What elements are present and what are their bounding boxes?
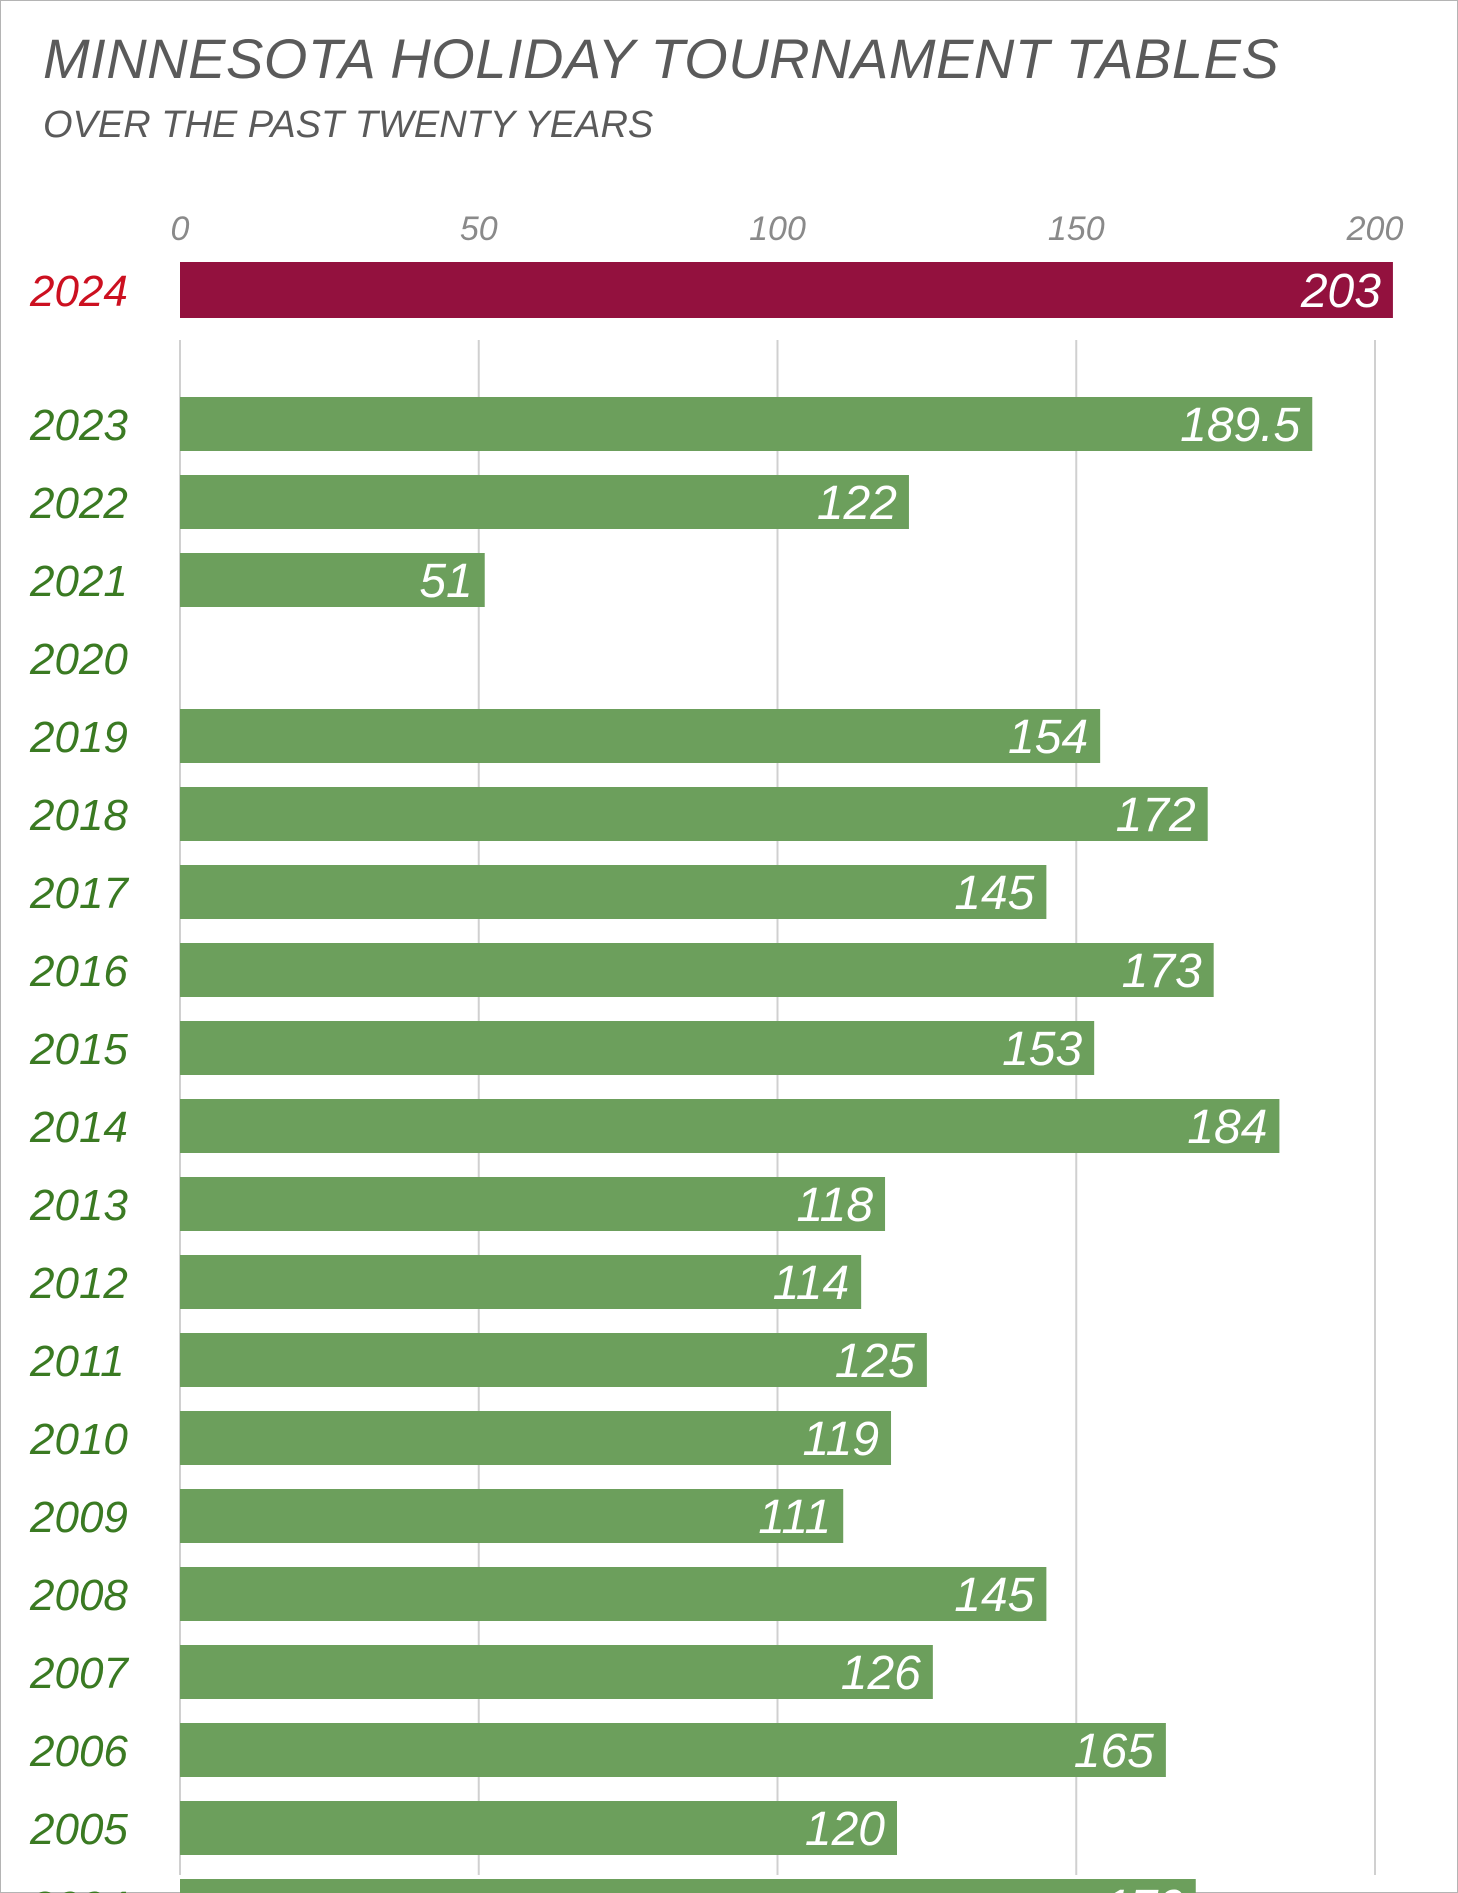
category-label: 2009 (29, 1493, 128, 1542)
category-label: 2024 (29, 267, 128, 316)
bar (180, 1801, 897, 1855)
category-label: 2016 (29, 947, 128, 996)
category-label: 2015 (29, 1025, 128, 1074)
bar-value-label: 173 (1122, 945, 1202, 998)
category-label: 2013 (29, 1181, 128, 1230)
bar (180, 709, 1101, 763)
bar-value-label: 154 (1008, 711, 1088, 764)
bar-value-label: 122 (817, 477, 897, 530)
category-label: 2022 (29, 479, 128, 528)
bar (180, 1333, 927, 1387)
bar-value-label: 125 (835, 1335, 915, 1388)
category-label: 2010 (29, 1415, 128, 1464)
bar-value-label: 51 (419, 555, 472, 608)
bar (180, 553, 485, 607)
bar (180, 1099, 1280, 1153)
category-label: 2020 (29, 635, 128, 684)
bar (180, 865, 1047, 919)
x-tick-label: 150 (1048, 210, 1105, 248)
category-label: 2018 (29, 791, 128, 840)
category-label: 2007 (29, 1649, 129, 1698)
bar-value-label: 111 (758, 1491, 831, 1544)
bar-value-label: 189.5 (1180, 399, 1300, 452)
bar-value-label: 170 (1104, 1881, 1184, 1893)
bar (180, 1645, 933, 1699)
bar (180, 1177, 886, 1231)
bar (180, 262, 1393, 318)
x-tick-label: 50 (460, 210, 498, 248)
bar (180, 1567, 1047, 1621)
bar-value-label: 203 (1300, 265, 1381, 318)
category-label: 2011 (29, 1337, 125, 1386)
category-label: 2017 (29, 869, 129, 918)
category-label: 2008 (29, 1571, 128, 1620)
bar-value-label: 114 (773, 1257, 850, 1310)
chart-subtitle: OVER THE PAST TWENTY YEARS (43, 104, 654, 146)
bar (180, 1255, 862, 1309)
category-label: 2005 (29, 1805, 128, 1854)
bar-value-label: 145 (954, 867, 1034, 920)
bar-value-label: 126 (841, 1647, 921, 1700)
chart-title: MINNESOTA HOLIDAY TOURNAMENT TABLES (43, 27, 1280, 90)
bar-value-label: 172 (1116, 789, 1196, 842)
bar (180, 1489, 844, 1543)
bar-value-label: 119 (802, 1413, 879, 1466)
bar (180, 1411, 892, 1465)
bar-value-label: 153 (1002, 1023, 1082, 1076)
bar-value-label: 184 (1187, 1101, 1267, 1154)
category-label: 2021 (29, 557, 128, 606)
x-tick-label: 200 (1346, 210, 1404, 248)
bar-value-label: 120 (805, 1803, 885, 1856)
bar (180, 397, 1313, 451)
bar (180, 943, 1214, 997)
category-label: 2006 (29, 1727, 128, 1776)
bar (180, 475, 909, 529)
category-label: 2019 (29, 713, 128, 762)
x-tick-label: 100 (749, 210, 806, 248)
x-tick-label: 0 (171, 210, 190, 248)
category-label: 2012 (29, 1259, 128, 1308)
category-label: 2023 (29, 401, 128, 450)
bar (180, 1879, 1196, 1893)
category-label: 2014 (29, 1103, 128, 1152)
bar-value-label: 145 (954, 1569, 1034, 1622)
bar (180, 1021, 1095, 1075)
bar-value-label: 165 (1074, 1725, 1154, 1778)
bar (180, 1723, 1166, 1777)
category-label: 2004 (29, 1883, 128, 1893)
bar-value-label: 118 (797, 1179, 874, 1232)
bar (180, 787, 1208, 841)
